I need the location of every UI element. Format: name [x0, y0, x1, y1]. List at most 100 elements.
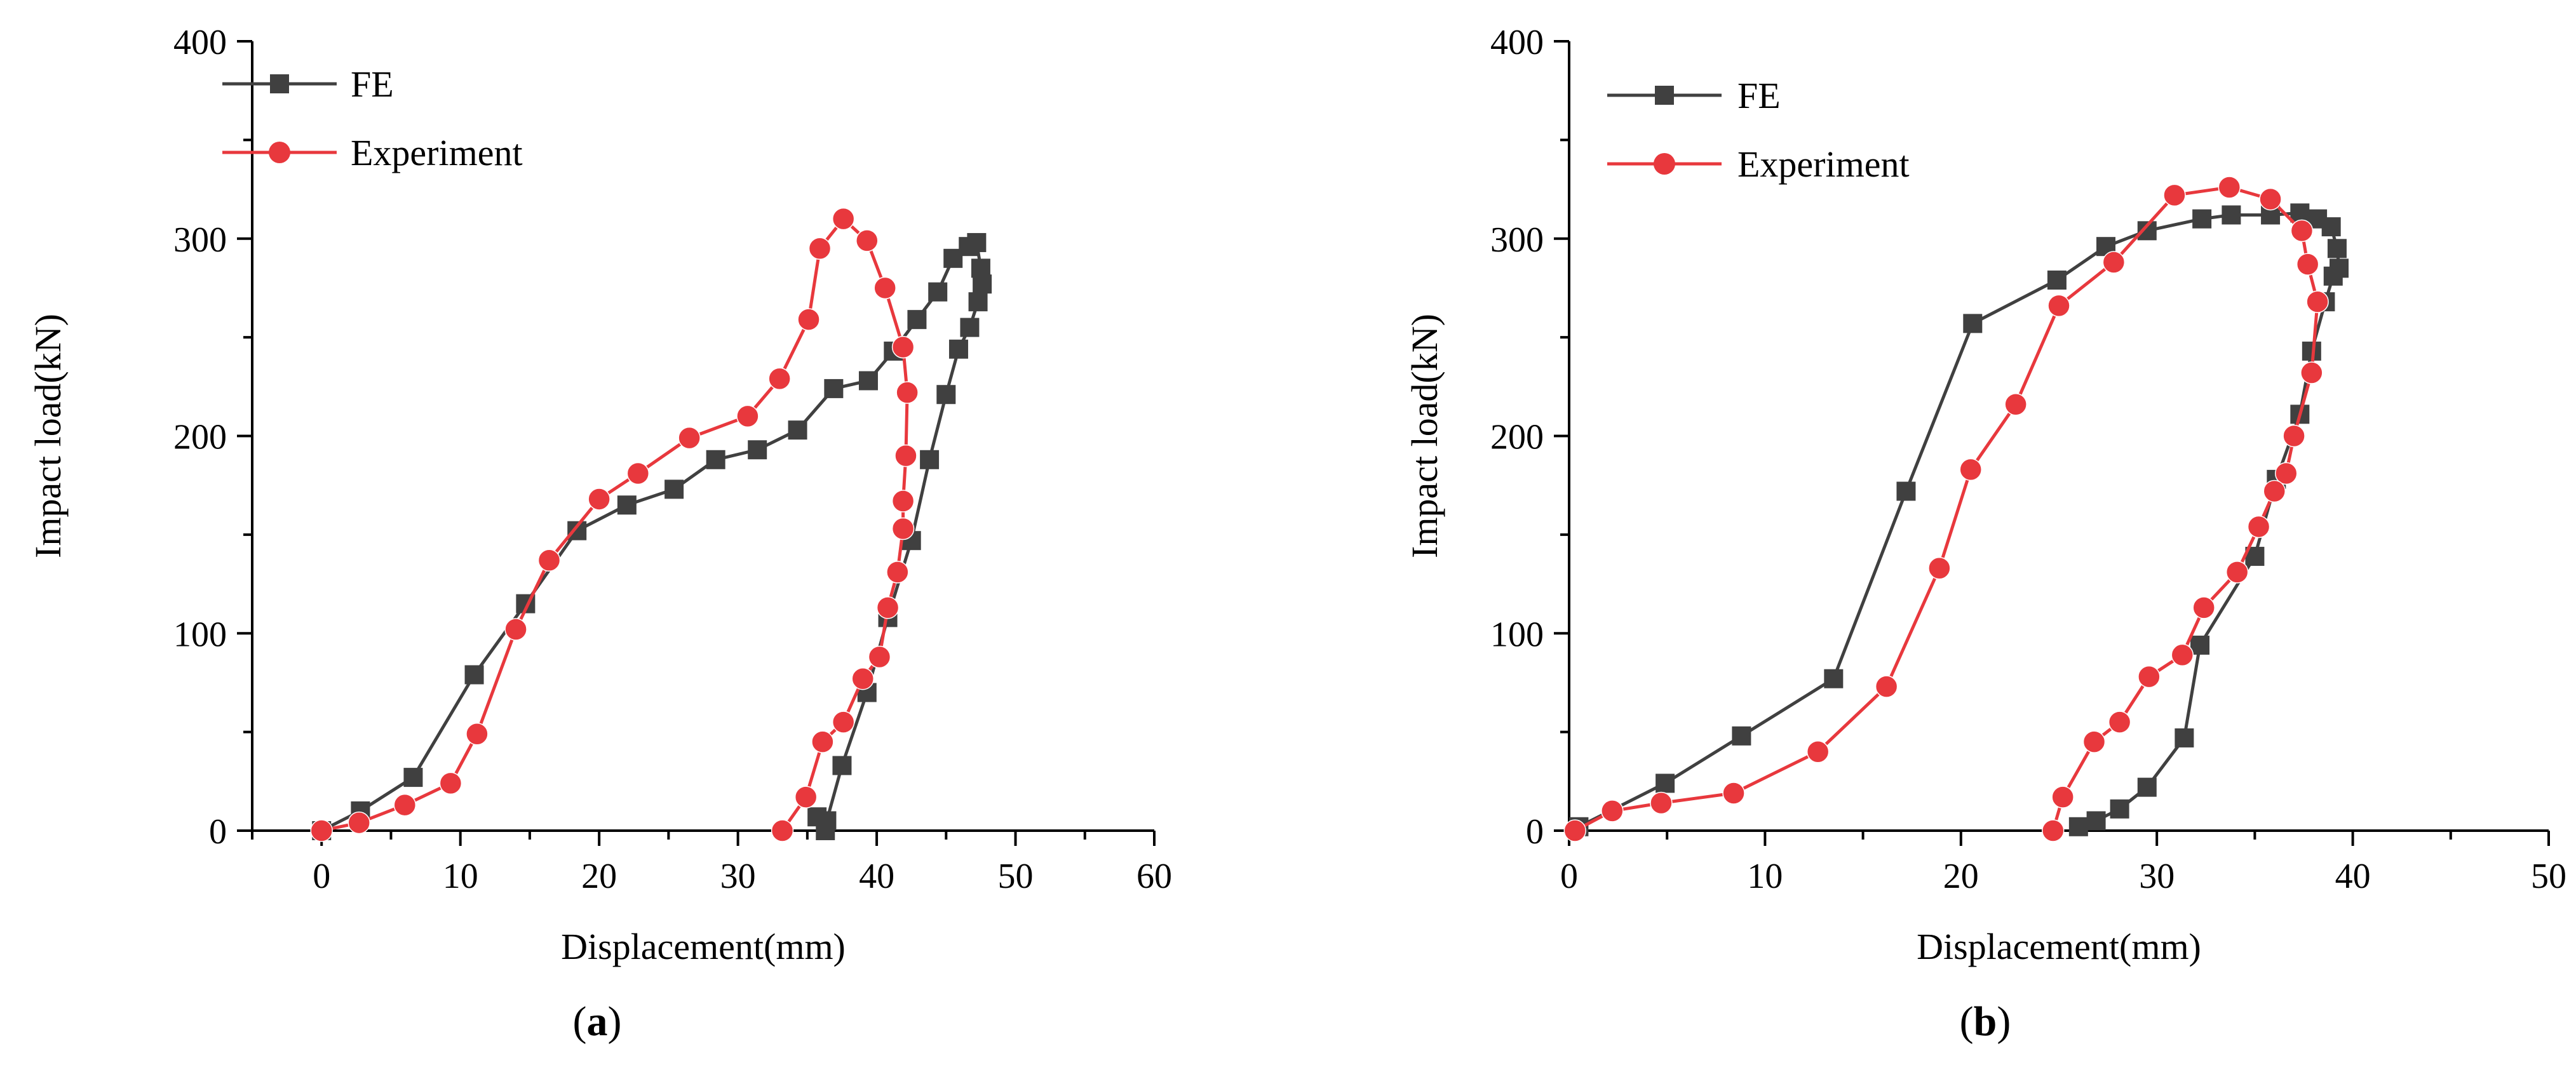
data-point-experiment	[2108, 711, 2131, 733]
data-point-experiment	[2082, 730, 2106, 753]
series-line-experiment	[1574, 185, 2319, 833]
data-point-experiment	[2171, 643, 2194, 667]
data-point-experiment	[2192, 596, 2215, 619]
data-point-experiment	[2296, 253, 2319, 276]
y-tick-label: 100	[173, 615, 227, 654]
data-point-experiment	[2274, 462, 2298, 485]
data-point-experiment	[736, 405, 759, 428]
legend-label-experiment: Experiment	[351, 132, 523, 173]
data-point-fe	[967, 232, 987, 252]
data-point-fe	[1896, 481, 1916, 501]
legend-marker-fe	[270, 74, 289, 93]
data-point-experiment	[626, 462, 650, 485]
data-point-experiment	[537, 549, 561, 572]
data-point-experiment	[811, 730, 834, 753]
data-point-fe	[2323, 266, 2343, 286]
legend-label-fe: FE	[351, 64, 394, 105]
data-point-fe	[2068, 817, 2088, 836]
data-point-experiment	[1601, 800, 1624, 822]
x-tick-label: 20	[1943, 857, 1979, 896]
data-point-fe	[664, 479, 684, 499]
x-tick-label: 40	[859, 857, 894, 896]
x-tick-label: 0	[313, 857, 330, 896]
legend-marker-experiment	[1654, 153, 1675, 175]
x-tick-label: 30	[2139, 857, 2175, 896]
data-point-experiment	[2047, 294, 2070, 318]
data-point-experiment	[808, 237, 832, 260]
legend-label-experiment: Experiment	[1737, 144, 1910, 185]
data-point-fe	[832, 756, 852, 775]
data-point-fe	[788, 420, 807, 440]
chart-panel-a: 0 10 20 30 40 50 60 0 100 200 300 400 Displacement(m…	[27, 23, 1172, 1045]
data-point-experiment	[1928, 556, 1951, 580]
data-point-fe	[928, 282, 948, 302]
data-point-experiment	[588, 488, 610, 511]
data-point-experiment	[891, 517, 915, 540]
data-point-experiment	[1875, 675, 1898, 698]
x-axis-label: Displacement(mm)	[1917, 926, 2201, 967]
data-point-experiment	[2138, 665, 2161, 688]
x-tick-label: 20	[581, 857, 617, 896]
data-point-experiment	[2283, 424, 2305, 448]
data-point-fe	[2321, 217, 2341, 237]
data-point-fe	[2086, 811, 2106, 831]
data-point-experiment	[797, 308, 820, 331]
data-point-experiment	[2247, 515, 2270, 539]
data-point-experiment	[894, 444, 917, 467]
data-point-fe	[2175, 728, 2194, 747]
x-tick-label: 50	[998, 857, 1034, 896]
y-tick-label: 200	[173, 418, 227, 457]
y-tick-label: 100	[1490, 615, 1544, 654]
data-point-fe	[1824, 669, 1844, 688]
x-tick-label: 60	[1136, 857, 1172, 896]
data-point-experiment	[873, 276, 896, 300]
data-point-fe	[2290, 203, 2310, 223]
legend-marker-fe	[1655, 86, 1674, 105]
y-tick-label: 200	[1490, 418, 1544, 457]
data-point-experiment	[1959, 458, 1982, 481]
data-point-fe	[617, 495, 637, 515]
data-point-fe	[2222, 205, 2241, 225]
x-tick-label: 0	[1560, 857, 1578, 896]
y-tick-label: 300	[1490, 220, 1544, 260]
y-tick-label: 0	[1526, 812, 1544, 852]
x-tick-label: 40	[2335, 857, 2371, 896]
data-point-fe	[464, 665, 484, 685]
chart-panel-b: 0 10 20 30 40 50 0 100 200 300 400 Displacement(mm)…	[1404, 23, 2566, 1045]
data-point-experiment	[2041, 819, 2065, 842]
data-point-experiment	[891, 490, 915, 512]
data-point-fe	[2327, 239, 2347, 258]
x-tick-label: 10	[443, 857, 478, 896]
data-point-experiment	[2225, 561, 2249, 584]
series-line-fe	[321, 241, 984, 833]
data-point-experiment	[2259, 187, 2282, 211]
x-axis-label: Displacement(mm)	[561, 926, 846, 967]
data-point-experiment	[832, 207, 855, 231]
x-tick-label: 50	[2531, 857, 2566, 896]
data-point-fe	[973, 274, 992, 294]
data-point-experiment	[2163, 184, 2186, 207]
y-tick-label: 300	[173, 220, 227, 260]
data-point-experiment	[347, 811, 370, 834]
data-point-experiment	[1722, 782, 1745, 805]
data-point-fe	[2190, 635, 2210, 655]
data-point-fe	[748, 440, 767, 460]
data-point-experiment	[2300, 361, 2323, 384]
panel-caption: (b)	[1960, 998, 2011, 1045]
data-point-fe	[824, 378, 844, 398]
panel-caption: (a)	[573, 998, 622, 1045]
data-point-experiment	[439, 772, 462, 795]
data-point-experiment	[2218, 176, 2241, 199]
y-axis-label: Impact load(kN)	[1404, 314, 1445, 558]
data-point-experiment	[504, 618, 527, 641]
data-point-fe	[858, 371, 878, 391]
y-tick-label: 0	[209, 812, 227, 852]
data-point-fe	[936, 385, 956, 405]
data-point-experiment	[896, 381, 919, 404]
data-point-fe	[1656, 774, 1675, 793]
legend-marker-experiment	[269, 142, 290, 163]
data-point-experiment	[2102, 251, 2126, 274]
data-point-fe	[1963, 314, 1983, 333]
data-point-experiment	[2306, 290, 2329, 313]
y-tick-label: 400	[1490, 23, 1544, 62]
